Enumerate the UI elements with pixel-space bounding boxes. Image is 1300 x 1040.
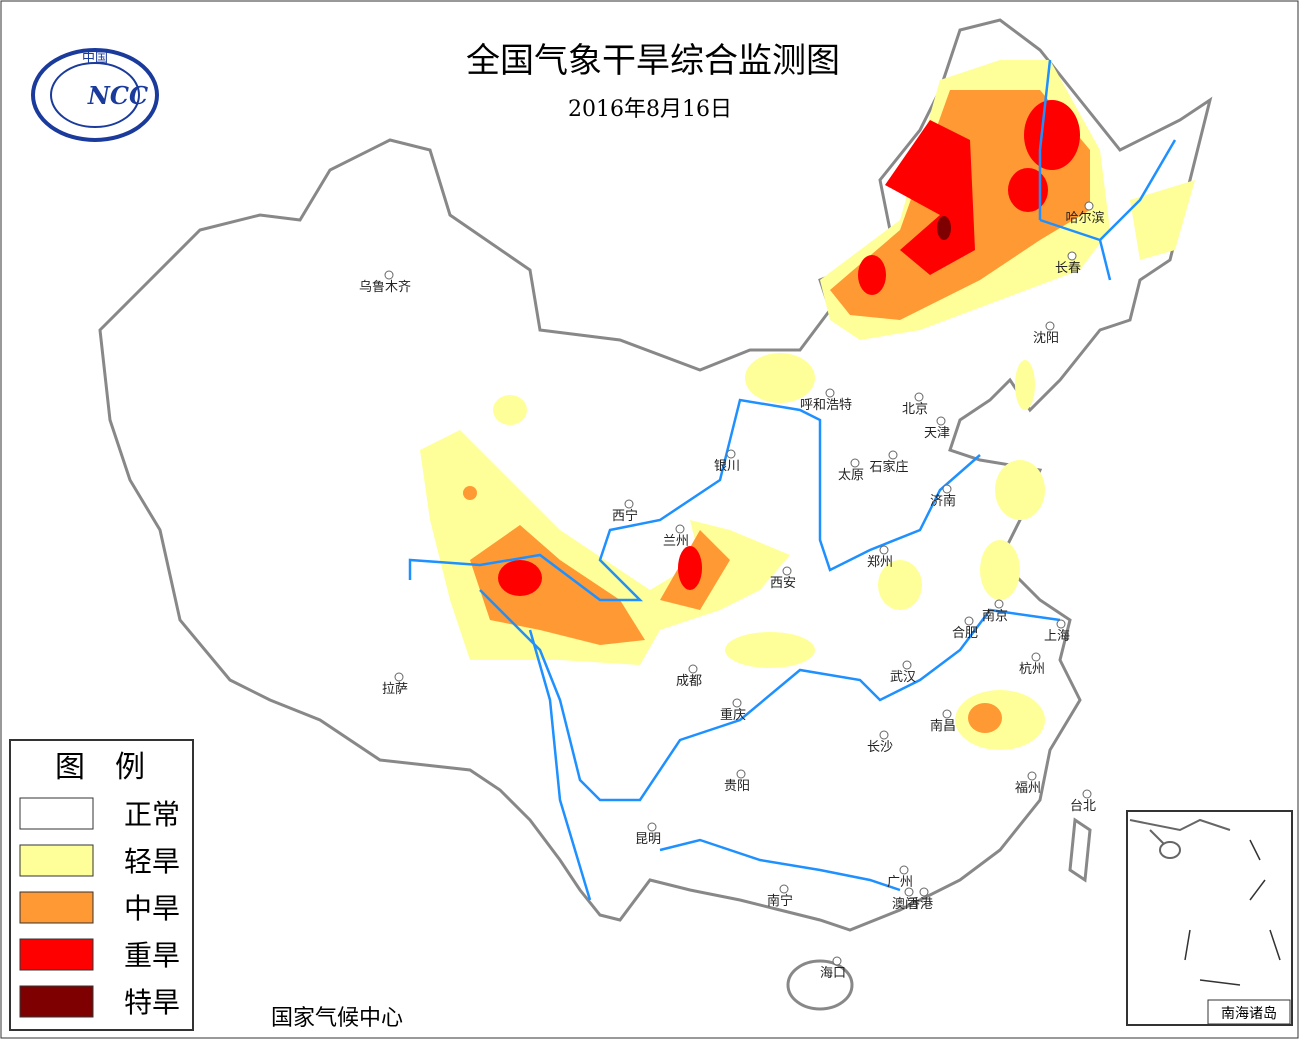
legend-label: 轻旱 bbox=[124, 845, 180, 878]
city-label: 南宁 bbox=[767, 893, 793, 909]
city-marker bbox=[624, 499, 634, 509]
city-marker bbox=[879, 545, 889, 555]
city-label: 昆明 bbox=[635, 832, 661, 847]
city-marker bbox=[879, 730, 889, 740]
city-label: 贵阳 bbox=[724, 779, 750, 794]
city-marker bbox=[994, 599, 1004, 609]
city-marker bbox=[779, 884, 789, 894]
legend-label: 正常 bbox=[124, 798, 180, 831]
city-label: 南昌 bbox=[930, 718, 956, 734]
city-label: 长沙 bbox=[867, 740, 893, 755]
city-marker bbox=[726, 449, 736, 459]
city-label: 武汉 bbox=[890, 670, 916, 685]
legend-label: 重旱 bbox=[124, 939, 180, 972]
city-marker bbox=[688, 664, 698, 674]
city-marker bbox=[675, 524, 685, 534]
city-marker bbox=[832, 956, 842, 966]
city-label: 海口 bbox=[820, 966, 846, 981]
legend-swatch bbox=[19, 891, 94, 924]
city-label: 呼和浩特 bbox=[800, 398, 852, 413]
city-marker bbox=[732, 698, 742, 708]
city-label: 广州 bbox=[887, 875, 913, 890]
city-marker bbox=[1067, 251, 1077, 261]
footer: 国家气候中心 bbox=[271, 1006, 403, 1031]
city-label: 长春 bbox=[1055, 261, 1081, 276]
legend-label: 特旱 bbox=[124, 986, 180, 1019]
legend-title: 图 例 bbox=[55, 750, 145, 785]
legend-swatch bbox=[19, 797, 94, 830]
city-label: 成都 bbox=[676, 674, 702, 689]
city-marker bbox=[850, 458, 860, 468]
city-label: 福州 bbox=[1015, 781, 1041, 796]
city-marker bbox=[736, 769, 746, 779]
city-marker bbox=[1027, 771, 1037, 781]
city-marker bbox=[902, 660, 912, 670]
city-marker bbox=[1082, 789, 1092, 799]
city-label: 台北 bbox=[1070, 799, 1096, 814]
drought-areas bbox=[420, 60, 1195, 750]
city-marker bbox=[964, 616, 974, 626]
city-marker bbox=[1056, 619, 1066, 629]
city-label: 香港 bbox=[907, 897, 933, 912]
city-label: 杭州 bbox=[1019, 662, 1045, 677]
city-marker bbox=[647, 822, 657, 832]
title: 全国气象干旱综合监测图 bbox=[466, 41, 840, 81]
city-label: 上海 bbox=[1044, 629, 1070, 644]
city-label: 西安 bbox=[770, 576, 796, 591]
taiwan bbox=[1068, 817, 1092, 883]
city-label: 银川 bbox=[714, 459, 740, 474]
city-marker bbox=[942, 709, 952, 719]
date: 2016年8月16日 bbox=[568, 97, 732, 122]
city-label: 沈阳 bbox=[1033, 331, 1059, 346]
city-marker bbox=[914, 392, 924, 402]
city-marker bbox=[888, 450, 898, 460]
city-label: 济南 bbox=[930, 493, 956, 509]
city-marker bbox=[1045, 321, 1055, 331]
city-label: 南京 bbox=[982, 608, 1008, 624]
city-marker bbox=[899, 865, 909, 875]
hainan bbox=[786, 959, 854, 1011]
city-marker bbox=[904, 887, 914, 897]
city-marker bbox=[394, 672, 404, 682]
city-marker bbox=[942, 484, 952, 494]
legend-label: 中旱 bbox=[124, 892, 180, 925]
city-label: 天津 bbox=[924, 426, 950, 441]
logo: 中国 NCC bbox=[31, 48, 159, 142]
city-label: 石家庄 bbox=[869, 459, 908, 475]
city-label: 西宁 bbox=[612, 508, 638, 524]
logo-top: 中国 bbox=[82, 51, 108, 66]
rivers bbox=[408, 59, 1177, 901]
logo-text: NCC bbox=[87, 81, 148, 110]
city-marker bbox=[825, 388, 835, 398]
city-label: 北京 bbox=[902, 402, 928, 417]
city-label: 郑州 bbox=[867, 555, 893, 570]
city-label: 乌鲁木齐 bbox=[359, 279, 411, 295]
city-label: 澳门 bbox=[892, 896, 918, 912]
legend-swatch bbox=[19, 844, 94, 877]
city-label: 重庆 bbox=[720, 707, 746, 723]
city-label: 拉萨 bbox=[382, 682, 408, 697]
legend-swatch bbox=[19, 985, 94, 1018]
city-marker bbox=[919, 887, 929, 897]
legend-swatch bbox=[19, 938, 94, 971]
city-marker bbox=[782, 566, 792, 576]
inset: 南海诸岛 bbox=[1126, 810, 1293, 1026]
city-label: 兰州 bbox=[663, 534, 689, 549]
city-label: 合肥 bbox=[952, 626, 978, 641]
city-label: 太原 bbox=[838, 468, 864, 483]
city-marker bbox=[1031, 652, 1041, 662]
legend-box bbox=[9, 739, 194, 1031]
city-label: 哈尔滨 bbox=[1065, 210, 1104, 226]
city-marker bbox=[384, 270, 394, 280]
city-marker bbox=[1084, 201, 1094, 211]
city-marker bbox=[936, 416, 946, 426]
inset-label: 南海诸岛 bbox=[1221, 1006, 1277, 1022]
